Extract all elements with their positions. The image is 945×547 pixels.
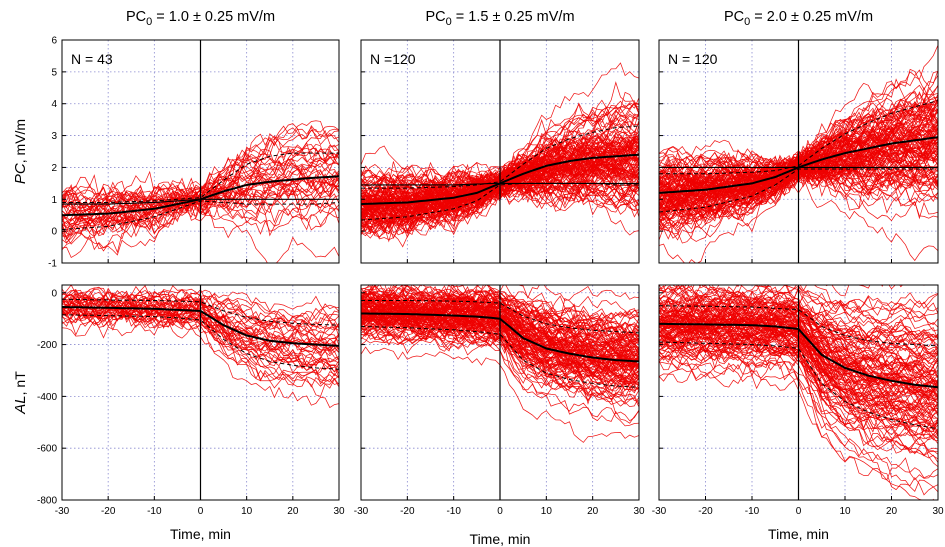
y-axis-title-al-symbol: AL xyxy=(12,395,29,414)
sd-line xyxy=(361,325,639,388)
panel-title-base: PC xyxy=(724,9,744,25)
panel-title-subscript: 0 xyxy=(446,16,452,28)
x-tick-label: -30 xyxy=(55,506,70,517)
y-tick-label: -1 xyxy=(48,259,57,270)
sd-line xyxy=(659,341,938,430)
x-tick-label: -10 xyxy=(745,506,760,517)
y-tick-label: -800 xyxy=(37,496,57,507)
x-tick-label: -10 xyxy=(446,506,461,517)
y-axis-title-pc-symbol: PC xyxy=(12,163,29,184)
x-tick-label: 20 xyxy=(886,506,898,517)
panel-pc-2: PC0 = 1.5 ± 0.25 mV/m N =120 xyxy=(360,9,640,264)
x-tick-label: -30 xyxy=(354,506,369,517)
y-axis-title-pc-unit: , mV/m xyxy=(12,119,28,163)
x-axis-title-main: Time, xyxy=(170,526,208,542)
panel-al-3: -30 -20 -10 0 10 20 30 Time, min xyxy=(652,284,944,542)
x-axis-title-unit: min xyxy=(208,526,231,542)
panel-title: PC0 = 1.0 ± 0.25 mV/m xyxy=(126,9,275,28)
x-tick-label: -20 xyxy=(101,506,116,517)
trace-line xyxy=(361,285,639,301)
x-axis-title-main: Time, xyxy=(768,526,806,542)
y-tick-label: 0 xyxy=(51,227,57,238)
panel-title: PC0 = 2.0 ± 0.25 mV/m xyxy=(724,9,873,28)
x-tick-label: -20 xyxy=(400,506,415,517)
x-tick-label: 10 xyxy=(241,506,253,517)
panel-title-subscript: 0 xyxy=(146,16,152,28)
y-axis-title-pc: PC, mV/m xyxy=(12,119,29,184)
y-axis-title-al: AL, nT xyxy=(12,371,29,415)
y-tick-label: 2 xyxy=(51,163,57,174)
y-tick-label: -400 xyxy=(37,392,57,403)
y-tick-label: 6 xyxy=(51,36,57,47)
x-tick-label: 20 xyxy=(287,506,299,517)
x-tick-label: 30 xyxy=(932,506,944,517)
x-tick-label: 0 xyxy=(796,506,802,517)
x-axis-title: Time, min xyxy=(470,531,531,547)
y-tick-label: 1 xyxy=(51,195,57,206)
x-axis-title: Time, min xyxy=(170,526,231,542)
x-tick-label: 30 xyxy=(633,506,645,517)
y-tick-label: 0 xyxy=(51,288,57,299)
panel-title-base: PC xyxy=(425,9,445,25)
panel-title-rest: = 1.5 ± 0.25 mV/m xyxy=(452,9,575,25)
trace-line xyxy=(888,285,925,290)
x-axis-title-unit: min xyxy=(508,531,531,547)
panel-title-rest: = 2.0 ± 0.25 mV/m xyxy=(750,9,873,25)
y-tick-label: 5 xyxy=(51,67,57,78)
x-tick-label: 20 xyxy=(587,506,599,517)
panel-title-subscript: 0 xyxy=(744,16,750,28)
x-tick-label: 10 xyxy=(541,506,553,517)
x-axis-title: Time, min xyxy=(768,526,829,542)
x-tick-label: 30 xyxy=(333,506,345,517)
panel-al-2: -30 -20 -10 0 10 20 30 Time, min xyxy=(354,284,645,547)
x-tick-label: 0 xyxy=(497,506,503,517)
sd-line xyxy=(361,125,639,189)
sample-count-label: N = 120 xyxy=(668,51,718,67)
sample-count-label: N = 43 xyxy=(71,51,113,67)
panel-title-base: PC xyxy=(126,9,146,25)
x-axis-title-unit: min xyxy=(806,526,829,542)
x-tick-label: 0 xyxy=(198,506,204,517)
panel-title: PC0 = 1.5 ± 0.25 mV/m xyxy=(425,9,574,28)
y-tick-label: 3 xyxy=(51,131,57,142)
x-axis-title-main: Time, xyxy=(470,531,508,547)
x-tick-label: -10 xyxy=(147,506,162,517)
panel-title-rest: = 1.0 ± 0.25 mV/m xyxy=(152,9,275,25)
y-tick-label: -600 xyxy=(37,444,57,455)
y-axis-title-al-unit: , nT xyxy=(12,371,28,396)
sd-line xyxy=(659,305,938,347)
sd-line xyxy=(62,298,339,326)
y-tick-label: 4 xyxy=(51,99,57,110)
y-tick-label: -200 xyxy=(37,340,57,351)
x-tick-label: 10 xyxy=(839,506,851,517)
sample-count-label: N =120 xyxy=(370,51,416,67)
x-tick-label: -30 xyxy=(652,506,667,517)
x-tick-label: -20 xyxy=(698,506,713,517)
panel-pc-3: PC0 = 2.0 ± 0.25 mV/m N = 120 xyxy=(658,9,939,264)
panel-al-1: -30 -20 -10 0 10 20 30 -800 -600 -400 -200 0 Time, m… xyxy=(37,284,345,542)
